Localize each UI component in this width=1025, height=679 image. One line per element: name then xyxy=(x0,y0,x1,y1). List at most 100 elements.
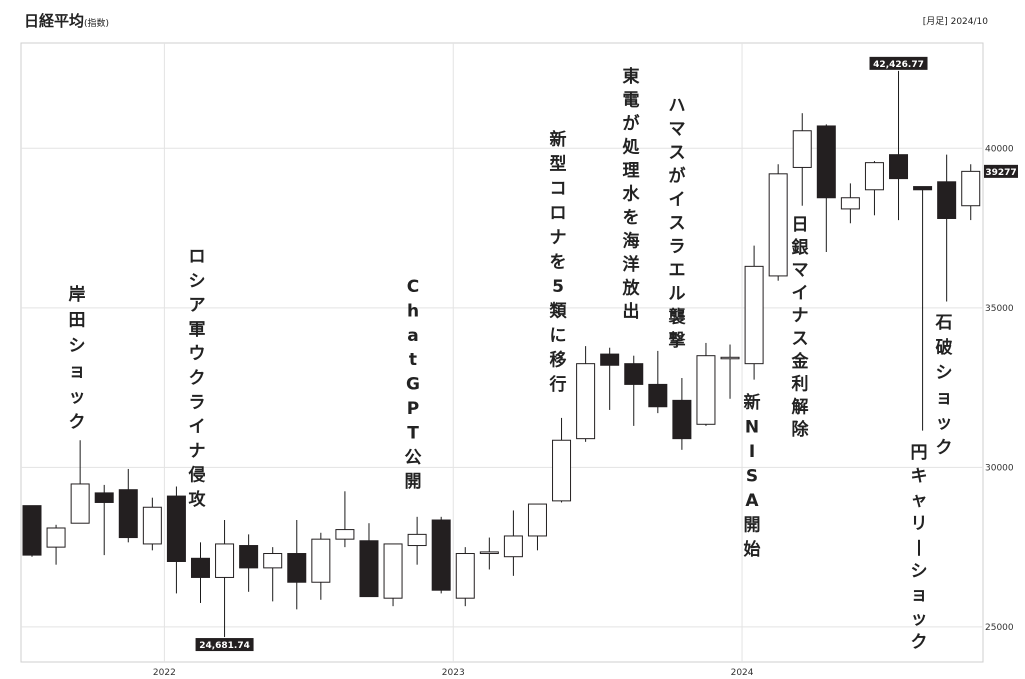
annotation-char: 始 xyxy=(744,539,761,560)
annotation-char: a xyxy=(407,326,418,346)
annotation-char: ャ xyxy=(911,490,928,510)
candle-body-up xyxy=(792,130,812,168)
x-tick-label: 2023 xyxy=(442,668,465,678)
annotation-char: 破 xyxy=(936,337,953,358)
x-tick-label: 2022 xyxy=(153,668,176,678)
annotation-char: ス xyxy=(669,214,686,234)
candle-body-down xyxy=(648,383,668,408)
x-tick-label: 2024 xyxy=(731,668,754,678)
annotation-char: シ xyxy=(911,562,928,582)
annotation-char: G xyxy=(406,375,420,395)
annotation-char: ル xyxy=(669,284,686,304)
annotation-char: ク xyxy=(936,438,953,458)
annotation-char: ナ xyxy=(189,441,206,461)
candle-body-up xyxy=(744,265,764,365)
candle-body-down xyxy=(624,363,644,385)
page-title: 日経平均(指数) xyxy=(24,10,109,31)
annotation-char: 撃 xyxy=(669,330,686,351)
annotation-char: ラ xyxy=(189,393,206,413)
annotation-char: ク xyxy=(911,633,928,653)
candle-body-up xyxy=(479,551,499,555)
annotation-char: ア xyxy=(189,296,206,316)
candle-body-up xyxy=(720,356,740,360)
candle-body-down xyxy=(22,505,42,556)
annotation-char: 軍 xyxy=(189,320,206,340)
annotation-char: ク xyxy=(69,413,86,433)
annotation-char: N xyxy=(745,418,759,438)
annotation-char: リ xyxy=(911,514,928,534)
annotation-char: 除 xyxy=(792,419,810,440)
candle-body-up xyxy=(576,363,596,440)
annotation-char: 型 xyxy=(550,154,567,175)
annotation-char: S xyxy=(746,467,758,487)
annotation-char: ク xyxy=(189,369,206,389)
value-callout-text: 42,426.77 xyxy=(873,60,924,70)
value-callout-box xyxy=(984,164,1018,178)
candle-body-up xyxy=(503,535,523,558)
annotation-char: 処 xyxy=(622,138,640,158)
period-label: [月足] 2024/10 xyxy=(922,17,988,27)
annotation-char: ッ xyxy=(69,387,86,407)
annotation-char: 新 xyxy=(550,129,567,150)
annotation-char: 東 xyxy=(623,66,640,87)
annotation-char: 洋 xyxy=(623,254,640,275)
candle-body-down xyxy=(94,492,114,503)
candle-body-down xyxy=(937,181,957,219)
annotation-char: ラ xyxy=(669,237,686,257)
annotation-char: 理 xyxy=(623,161,640,181)
annotation-char: 銀 xyxy=(792,237,809,258)
annotation-char: t xyxy=(409,350,417,370)
candle-body-down xyxy=(913,186,933,191)
candle-body-up xyxy=(70,483,90,524)
candle-body-up xyxy=(142,506,162,545)
annotation-char: 行 xyxy=(549,374,567,395)
annotation-char: 岸 xyxy=(69,284,86,305)
annotation-char: 水 xyxy=(623,184,641,205)
candle-body-down xyxy=(190,557,210,578)
y-tick-label: 40000 xyxy=(985,144,1014,154)
annotation-char: 田 xyxy=(69,311,86,331)
annotation-char: h xyxy=(407,301,419,321)
candle-body-down xyxy=(431,519,451,591)
candle-body-down xyxy=(287,553,307,583)
annotation-char: ナ xyxy=(550,228,567,248)
plot-area xyxy=(20,42,984,663)
annotation-char: イ xyxy=(189,417,206,437)
annotation-char: が xyxy=(623,113,640,134)
candle-body-up xyxy=(840,197,860,210)
candle-body-down xyxy=(118,489,138,539)
annotation-char: シ xyxy=(936,363,953,383)
candle-body-up xyxy=(527,503,547,537)
annotation-char: シ xyxy=(189,271,206,291)
candle-body-up xyxy=(383,543,403,599)
annotation-char: ョ xyxy=(936,388,953,408)
candle-body-up xyxy=(455,553,475,599)
annotation-char: 公 xyxy=(405,448,422,468)
annotation-char: ウ xyxy=(189,344,206,364)
annotation-char: ナ xyxy=(792,306,809,326)
annotation-char: エ xyxy=(669,261,686,281)
candle-body-up xyxy=(215,543,235,578)
annotation-char: シ xyxy=(69,336,86,356)
candle-body-down xyxy=(166,495,186,562)
candle-body-up xyxy=(768,173,788,277)
annotation-char: ョ xyxy=(69,362,86,382)
annotation-char: コ xyxy=(550,179,567,199)
annotation-char: ロ xyxy=(550,204,567,224)
candle-body-up xyxy=(311,538,331,583)
candle-body-up xyxy=(961,170,981,207)
candle-body-down xyxy=(359,540,379,598)
annotation-char: イ xyxy=(669,190,686,210)
y-tick-label: 25000 xyxy=(985,623,1014,633)
annotation-char: 日 xyxy=(792,215,809,235)
annotation-char: マ xyxy=(669,120,686,140)
annotation-char: P xyxy=(407,399,419,419)
candle-body-up xyxy=(552,439,572,502)
value-callout-box xyxy=(869,56,928,70)
value-callout-text: 39277 xyxy=(985,168,1016,178)
